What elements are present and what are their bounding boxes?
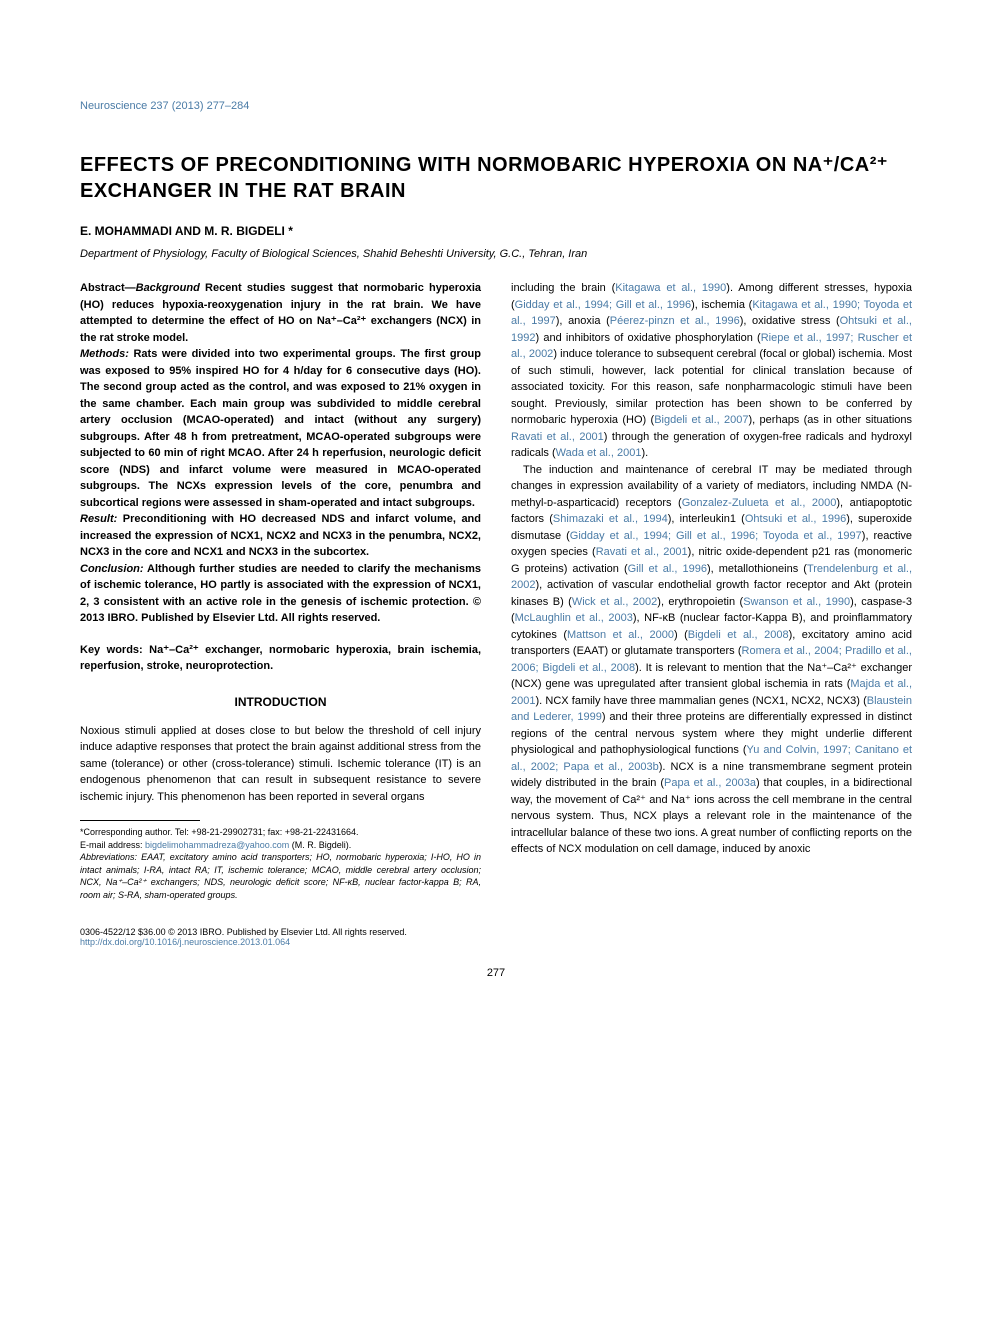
abstract-result-paragraph: Result: Preconditioning with HO decrease… [80,511,481,561]
abstract-conclusion-label: Conclusion: [80,563,144,575]
text-2g: ), metallothioneins ( [707,563,807,575]
text-1f: ) and inhibitors of oxidative phosphoryl… [535,332,760,344]
introduction-heading: INTRODUCTION [80,693,481,711]
text-1h: ), perhaps (as in other situations [749,414,913,426]
citation-2[interactable]: Gidday et al., 1994; Gill et al., 1996 [515,299,691,311]
abstract-background-label: Background [136,282,200,294]
footnote-abbreviations: Abbreviations: EAAT, excitatory amino ac… [80,851,481,901]
footnote-separator [80,820,200,821]
citation-1[interactable]: Kitagawa et al., 1990 [615,282,726,294]
text-2l: ) ( [674,629,688,641]
citation-11[interactable]: Shimazaki et al., 1994 [553,513,668,525]
doi-link[interactable]: http://dx.doi.org/10.1016/j.neuroscience… [80,937,912,947]
text-1e: ), oxidative stress ( [740,315,840,327]
footnote-email-link[interactable]: bigdelimohammadreza@yahoo.com [145,840,289,850]
journal-reference: Neuroscience 237 (2013) 277–284 [80,100,912,112]
text-1c: ), ischemia ( [691,299,752,311]
intro-paragraph-1: Noxious stimuli applied at doses close t… [80,723,481,806]
citation-26[interactable]: Papa et al., 2003a [664,777,756,789]
footnote-email-suffix: (M. R. Bigdeli). [289,840,351,850]
article-title: EFFECTS OF PRECONDITIONING WITH NORMOBAR… [80,152,912,204]
text-1j: ). [641,447,648,459]
abstract-methods: Rats were divided into two experimental … [80,348,481,509]
abstract-result: Preconditioning with HO decreased NDS an… [80,513,481,558]
citation-12[interactable]: Ohtsuki et al., 1996 [745,513,846,525]
bottom-copyright: 0306-4522/12 $36.00 © 2013 IBRO. Publish… [80,927,912,937]
right-paragraph-1: including the brain (Kitagawa et al., 19… [511,280,912,462]
text-1a: including the brain ( [511,282,615,294]
right-column: including the brain (Kitagawa et al., 19… [511,280,912,902]
abstract-methods-paragraph: Methods: Rats were divided into two expe… [80,346,481,511]
keywords: Key words: Na⁺–Ca²⁺ exchanger, normobari… [80,642,481,675]
abstract-paragraph: Abstract—Background Recent studies sugge… [80,280,481,346]
left-column: Abstract—Background Recent studies sugge… [80,280,481,902]
citation-7[interactable]: Bigdeli et al., 2007 [654,414,748,426]
footnote-abbrev-text: Abbreviations: EAAT, excitatory amino ac… [80,852,481,900]
footnote-email-label: E-mail address: [80,840,145,850]
citation-21[interactable]: Bigdeli et al., 2008 [688,629,789,641]
authors: E. MOHAMMADI AND M. R. BIGDELI * [80,224,912,238]
citation-19[interactable]: McLaughlin et al., 2003 [515,612,633,624]
citation-15[interactable]: Gill et al., 1996 [628,563,707,575]
citation-4[interactable]: Péerez-pinzn et al., 1996 [610,315,740,327]
abstract-methods-label: Methods: [80,348,129,360]
abstract-label: Abstract— [80,282,136,294]
two-column-layout: Abstract—Background Recent studies sugge… [80,280,912,902]
text-2i: ), erythropoietin ( [657,596,743,608]
citation-10[interactable]: Gonzalez-Zulueta et al., 2000 [682,497,837,509]
footnote-email-line: E-mail address: bigdelimohammadreza@yaho… [80,839,481,852]
affiliation: Department of Physiology, Faculty of Bio… [80,248,912,260]
abstract-result-label: Result: [80,513,117,525]
page-number: 277 [80,967,912,979]
text-2o: ). NCX family have three mammalian genes… [535,695,866,707]
text-2c: ), interleukin1 ( [668,513,745,525]
citation-9[interactable]: Wada et al., 2001 [556,447,642,459]
text-1d: ), anoxia ( [556,315,610,327]
right-paragraph-2: The induction and maintenance of cerebra… [511,462,912,858]
citation-20[interactable]: Mattson et al., 2000 [567,629,674,641]
citation-18[interactable]: Swanson et al., 1990 [743,596,850,608]
citation-17[interactable]: Wick et al., 2002 [572,596,657,608]
footnote-correspondence: *Corresponding author. Tel: +98-21-29902… [80,826,481,839]
citation-14[interactable]: Ravati et al., 2001 [596,546,688,558]
abstract-conclusion-paragraph: Conclusion: Although further studies are… [80,561,481,627]
citation-8[interactable]: Ravati et al., 2001 [511,431,604,443]
citation-13[interactable]: Gidday et al., 1994; Gill et al., 1996; … [570,530,862,542]
